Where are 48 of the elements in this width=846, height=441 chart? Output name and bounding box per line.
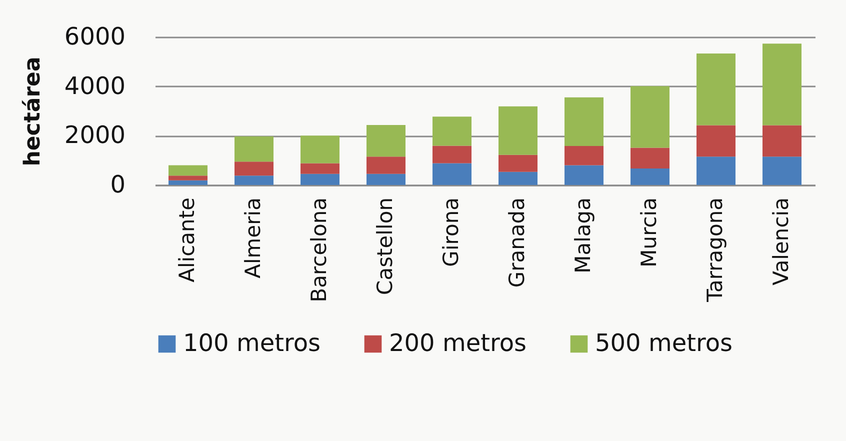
bar (762, 125, 802, 157)
x-tick-label: Alicante (175, 198, 199, 282)
legend-label: 100 metros (183, 329, 321, 357)
bar (168, 176, 208, 180)
y-tick-label: 2000 (64, 121, 126, 150)
x-tick-label: Almeria (241, 198, 265, 278)
bar (234, 162, 274, 176)
bar (696, 125, 736, 157)
bar (432, 116, 472, 146)
bar (762, 44, 802, 126)
bar (564, 146, 604, 166)
bar (498, 106, 538, 155)
y-tick-label: 4000 (64, 72, 126, 100)
bar (498, 154, 538, 172)
bar (564, 165, 604, 185)
bar (366, 174, 406, 185)
legend-label: 200 metros (389, 329, 527, 357)
x-tick-label: Barcelona (307, 198, 331, 302)
x-tick-label: Granada (505, 198, 529, 288)
bar (234, 136, 274, 162)
bar (300, 136, 340, 164)
bar (366, 156, 406, 174)
x-tick-label: Valencia (769, 198, 793, 286)
bar (168, 165, 208, 176)
bar (696, 54, 736, 126)
bar (432, 146, 472, 164)
bar (168, 180, 208, 185)
bar (564, 97, 604, 146)
bar (630, 168, 670, 185)
bar (300, 163, 340, 174)
x-tick-label: Malaga (571, 198, 595, 274)
bar (630, 148, 670, 168)
bar (366, 125, 406, 157)
x-tick-label: Tarragona (703, 198, 727, 303)
legend-label: 500 metros (595, 329, 733, 357)
x-tick-label: Castellon (373, 198, 397, 295)
x-tick-label: Murcia (637, 198, 661, 268)
y-axis-title: hectárea (20, 56, 46, 166)
bar (630, 86, 670, 148)
bar (432, 163, 472, 185)
y-tick-label: 0 (110, 170, 126, 198)
y-tick-label: 6000 (64, 22, 126, 50)
bar (234, 176, 274, 185)
bar (696, 156, 736, 185)
x-tick-label: Girona (439, 198, 463, 267)
bar (498, 172, 538, 185)
bar (300, 174, 340, 185)
bar (762, 156, 802, 185)
